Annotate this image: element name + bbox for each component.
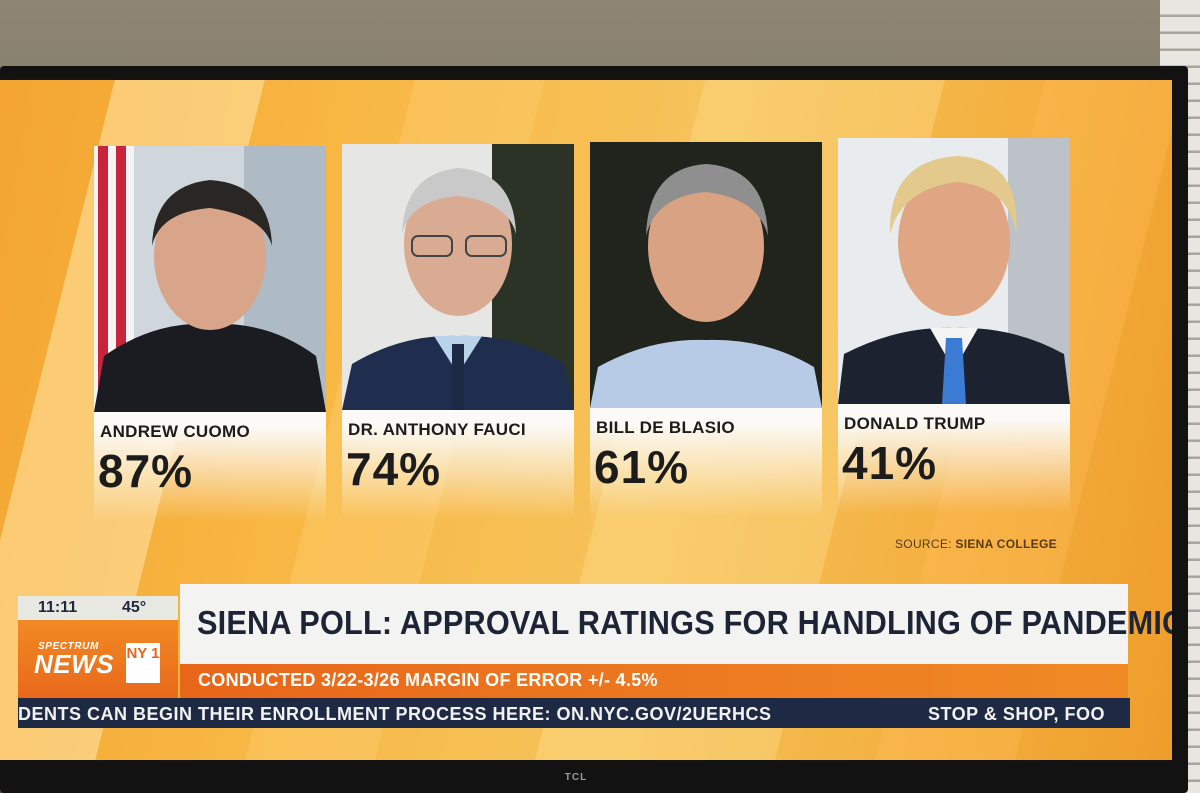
approval-percent: 61% [594, 441, 690, 493]
portrait-photo [342, 144, 574, 410]
source-label: SOURCE: [895, 537, 952, 551]
portrait-photo [94, 146, 326, 412]
candidate-name: DONALD TRUMP [844, 414, 986, 433]
news-ticker: DENTS CAN BEGIN THEIR ENROLLMENT PROCESS… [18, 698, 1130, 728]
tv-screen: ANDREW CUOMO 87% DR. ANTHONY FAUCI 74% [0, 80, 1172, 760]
approval-percent: 41% [842, 437, 938, 489]
time-weather-box: 11:11 45° [18, 596, 178, 620]
poll-card-trump: DONALD TRUMP 41% [838, 138, 1070, 513]
logo-ny1-badge: NY 1 [126, 643, 160, 683]
poll-card-de-blasio: BILL DE BLASIO 61% [590, 142, 822, 517]
candidate-name: BILL DE BLASIO [596, 418, 735, 437]
candidate-name: ANDREW CUOMO [100, 422, 250, 441]
ticker-text-next: STOP & SHOP, FOO [928, 704, 1106, 724]
source-credit: SOURCE: SIENA COLLEGE [895, 537, 1057, 551]
tv-brand-logo: TCL [564, 772, 588, 783]
logo-spectrum-text: SPECTRUM [38, 641, 99, 652]
subline-text: CONDUCTED 3/22-3/26 MARGIN OF ERROR +/- … [198, 670, 658, 690]
source-value: SIENA COLLEGE [955, 537, 1057, 551]
poll-card-cuomo: ANDREW CUOMO 87% [94, 146, 326, 521]
ticker-text: DENTS CAN BEGIN THEIR ENROLLMENT PROCESS… [18, 704, 772, 724]
spectrum-news-ny1-logo: SPECTRUM NEWS NY 1 [18, 620, 178, 704]
portrait-photo [590, 142, 822, 408]
logo-news-text: NEWS [34, 649, 114, 679]
candidate-name: DR. ANTHONY FAUCI [348, 420, 526, 439]
approval-percent: 74% [346, 443, 442, 495]
temperature: 45° [122, 599, 147, 616]
clock-time: 11:11 [38, 599, 78, 616]
approval-percent: 87% [98, 445, 194, 497]
subline-bar: CONDUCTED 3/22-3/26 MARGIN OF ERROR +/- … [180, 664, 1128, 698]
headline-text: SIENA POLL: APPROVAL RATINGS FOR HANDLIN… [197, 604, 1172, 641]
poll-card-fauci: DR. ANTHONY FAUCI 74% [342, 144, 574, 519]
portrait-photo [838, 138, 1070, 404]
headline-bar: SIENA POLL: APPROVAL RATINGS FOR HANDLIN… [180, 584, 1172, 664]
